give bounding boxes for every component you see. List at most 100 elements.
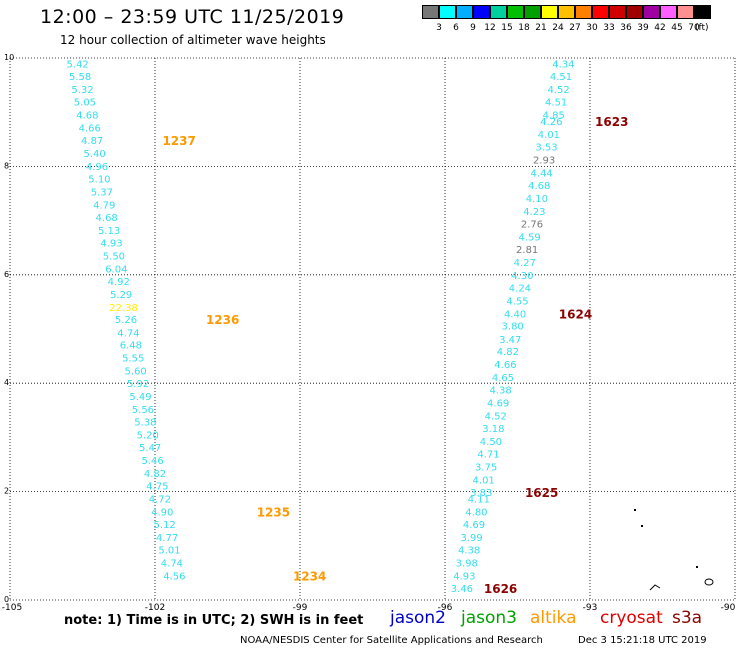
wave-height-label: 5.29 (110, 290, 132, 301)
wave-height-label: 4.27 (514, 258, 536, 269)
wave-height-label: 4.52 (485, 412, 507, 423)
wave-height-label: 4.74 (117, 328, 139, 339)
wave-height-label: 5.58 (69, 72, 91, 83)
island-outline (704, 578, 714, 586)
wave-height-label: 4.26 (540, 117, 562, 128)
wave-height-label: 5.38 (134, 418, 156, 429)
colorbar-swatch (609, 5, 626, 19)
chart-title: 12:00 – 23:59 UTC 11/25/2019 (40, 6, 345, 28)
x-tick-label: -102 (145, 603, 165, 613)
island-dot (634, 509, 636, 511)
wave-height-label: 5.56 (132, 405, 154, 416)
wave-height-label: 3.83 (470, 488, 492, 499)
pass-time-label: 1623 (595, 115, 628, 129)
wave-height-label: 4.23 (523, 207, 545, 218)
wave-height-label: 4.69 (463, 520, 485, 531)
wave-height-label: 4.40 (504, 309, 526, 320)
wave-height-label: 4.55 (506, 296, 528, 307)
colorbar-label: 30 (586, 23, 598, 33)
legend-entry-altika: altika (530, 608, 577, 628)
colorbar-swatch (694, 5, 711, 19)
wave-height-label: 4.68 (76, 110, 98, 121)
colorbar-label: 36 (620, 23, 632, 33)
wave-height-label: 4.51 (545, 97, 567, 108)
wave-height-label: 5.13 (98, 226, 120, 237)
footer-timestamp: Dec 3 15:21:18 UTC 2019 (578, 635, 707, 646)
wave-height-label: 4.93 (453, 572, 475, 583)
wave-height-label: 4.10 (526, 194, 548, 205)
y-tick-label: 0 (4, 595, 9, 604)
wave-height-label: 3.18 (482, 424, 504, 435)
wave-height-label: 2.93 (533, 155, 555, 166)
colorbar-label: 70 (688, 23, 700, 33)
wave-height-label: 4.90 (151, 508, 173, 519)
colorbar-swatch (473, 5, 490, 19)
colorbar-swatch (575, 5, 592, 19)
wave-height-label: 4.82 (144, 469, 166, 480)
footer-note: note: 1) Time is in UTC; 2) SWH is in fe… (64, 613, 364, 628)
pass-time-label: 1237 (162, 134, 195, 148)
wave-height-label: 5.40 (83, 149, 105, 160)
colorbar-swatch (660, 5, 677, 19)
colorbar-swatch (592, 5, 609, 19)
wave-height-label: 4.96 (86, 162, 108, 173)
colorbar-label: 6 (453, 23, 459, 33)
wave-height-label: 5.26 (115, 315, 137, 326)
wave-height-label: 4.52 (547, 85, 569, 96)
x-tick-label: -96 (438, 603, 453, 613)
wave-height-label: 5.01 (158, 546, 180, 557)
wave-height-label: 2.81 (516, 245, 538, 256)
island-dot (696, 566, 698, 568)
colorbar-label: 42 (654, 23, 666, 33)
wave-height-label: 4.74 (161, 559, 183, 570)
colorbar-swatch (643, 5, 660, 19)
colorbar-swatch (677, 5, 694, 19)
colorbar-swatch (456, 5, 473, 19)
colorbar-label: 33 (603, 23, 615, 33)
wave-height-label: 3.99 (460, 533, 482, 544)
x-tick-label: -93 (583, 603, 598, 613)
pass-time-label: 1624 (559, 307, 592, 321)
x-tick-label: -90 (721, 603, 736, 613)
wave-height-label: 4.38 (489, 386, 511, 397)
wave-height-label: 4.93 (100, 238, 122, 249)
wave-height-label: 4.71 (477, 450, 499, 461)
legend-entry-cryosat: cryosat (600, 608, 663, 628)
wave-height-label: 4.38 (458, 546, 480, 557)
colorbar-swatch (524, 5, 541, 19)
colorbar-label: 39 (637, 23, 649, 33)
colorbar-swatch (439, 5, 456, 19)
pass-time-label: 1236 (206, 313, 239, 327)
colorbar-label: 3 (436, 23, 442, 33)
y-tick-label: 4 (4, 378, 9, 387)
wave-height-label: 5.92 (127, 379, 149, 390)
wave-height-label: 4.75 (146, 482, 168, 493)
wave-height-label: 4.66 (79, 123, 101, 134)
colorbar-label: 24 (552, 23, 564, 33)
x-tick-label: -99 (293, 603, 308, 613)
wave-height-label: 4.59 (518, 232, 540, 243)
wave-height-label: 4.30 (511, 271, 533, 282)
wave-height-label: 3.75 (475, 463, 497, 474)
wave-height-label: 4.92 (108, 277, 130, 288)
wave-height-label: 4.01 (473, 476, 495, 487)
wave-height-label: 5.37 (91, 187, 113, 198)
wave-height-label: 5.47 (139, 443, 161, 454)
wave-height-label: 3.46 (451, 584, 473, 595)
wave-height-label: 4.77 (156, 533, 178, 544)
wave-height-label: 4.01 (538, 130, 560, 141)
wave-height-label: 3.47 (499, 335, 521, 346)
wave-height-label: 5.55 (122, 354, 144, 365)
wave-height-label: 5.46 (141, 456, 163, 467)
wave-height-label: 4.56 (163, 572, 185, 583)
y-tick-label: 6 (4, 270, 9, 279)
legend-entry-s3a: s3a (672, 608, 703, 628)
wave-height-label: 5.10 (88, 174, 110, 185)
island-dot (641, 525, 643, 527)
colorbar-swatch (507, 5, 524, 19)
wave-height-label: 4.68 (96, 213, 118, 224)
colorbar-swatch (541, 5, 558, 19)
wave-height-label: 6.48 (120, 341, 142, 352)
wave-height-label: 6.04 (105, 264, 127, 275)
